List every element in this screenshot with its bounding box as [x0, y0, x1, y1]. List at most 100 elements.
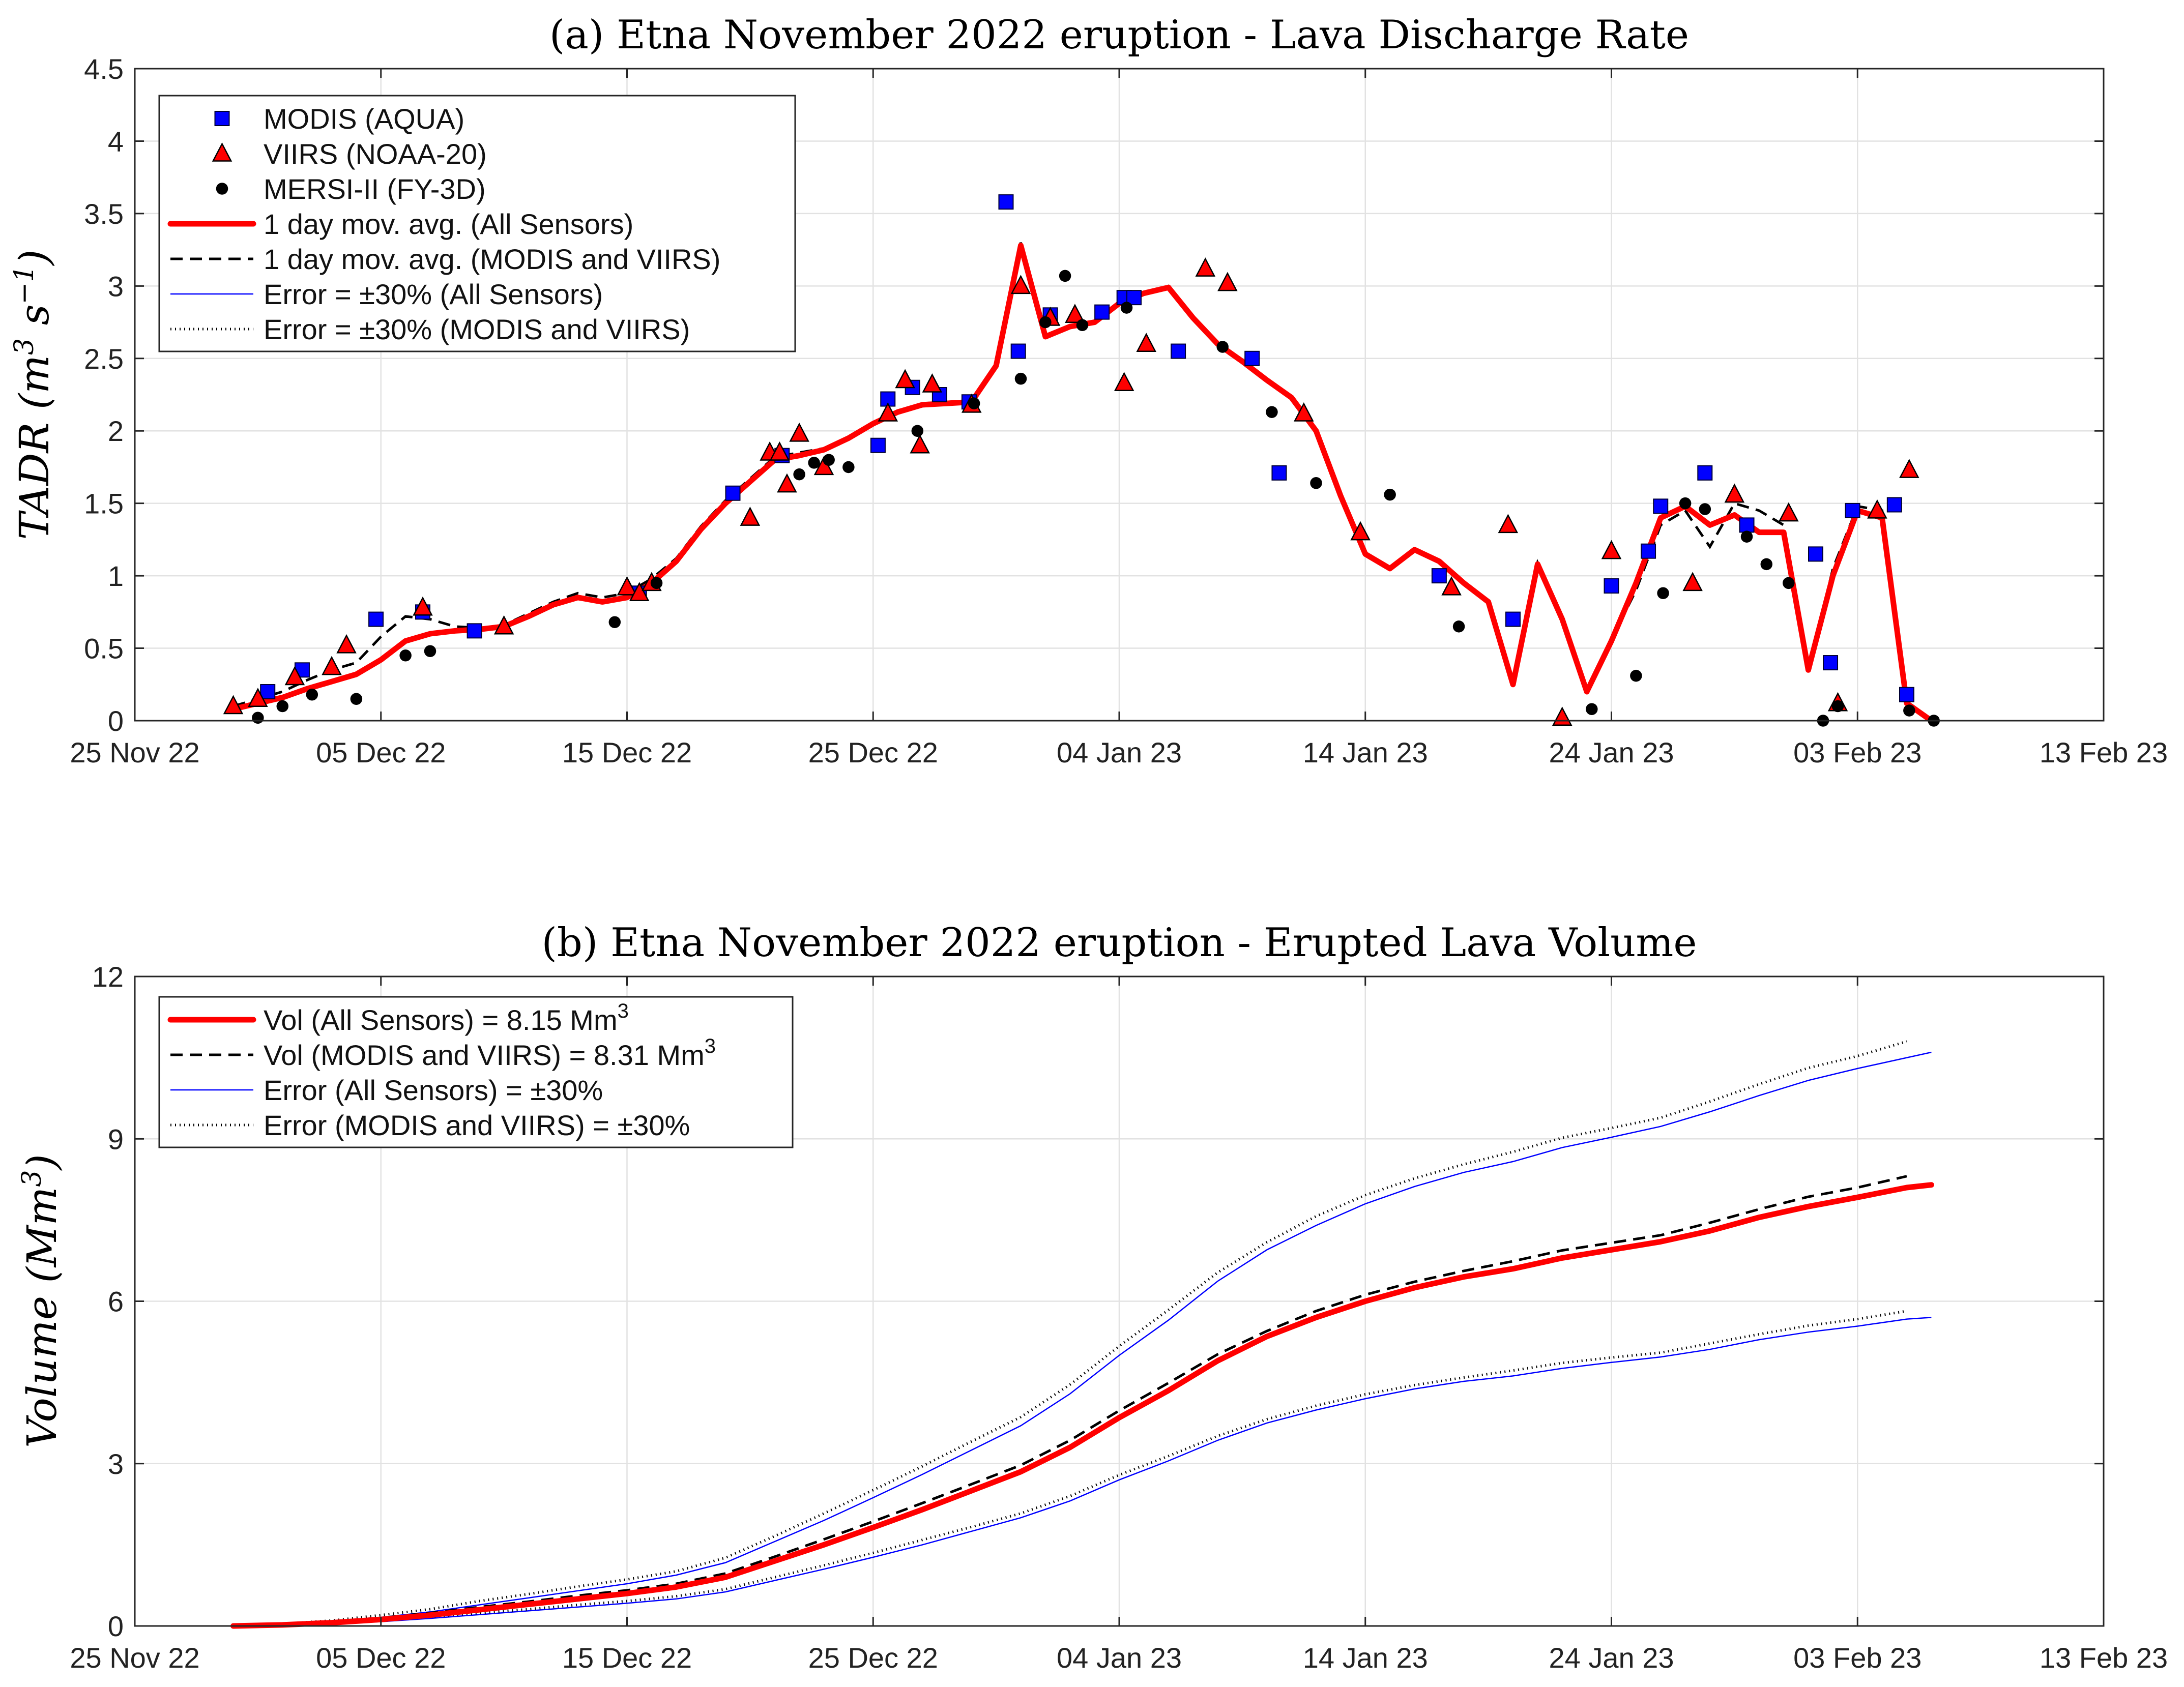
panel-b-ylabel: Volume (Mm3) — [17, 1154, 66, 1448]
panel-a-point-viirs-noaa-20 — [248, 688, 268, 707]
panel-b-xtick-label: 13 Feb 23 — [2040, 1642, 2168, 1674]
panel-b-ytick-label: 6 — [108, 1286, 124, 1318]
panel-a-point-viirs-noaa-20 — [1899, 459, 1919, 478]
panel-a-point-mersi-ii-fy-3d — [1216, 341, 1229, 353]
panel-a-point-mersi-ii-fy-3d — [1266, 406, 1278, 418]
panel-a-xtick-label: 13 Feb 23 — [2040, 736, 2168, 768]
panel-a-point-viirs-noaa-20 — [629, 582, 650, 602]
panel-b-xtick-label: 25 Dec 22 — [808, 1642, 938, 1674]
panel-a-point-mersi-ii-fy-3d — [650, 577, 663, 589]
panel-a-point-viirs-noaa-20 — [493, 615, 514, 635]
panel-a-point-mersi-ii-fy-3d — [1699, 503, 1711, 515]
panel-b-xtick-label: 14 Jan 23 — [1303, 1642, 1428, 1674]
panel-a-point-mersi-ii-fy-3d — [1076, 319, 1089, 332]
panel-a-legend-label: VIIRS (NOAA-20) — [264, 138, 487, 170]
panel-a-point-mersi-ii-fy-3d — [1059, 270, 1071, 282]
panel-a-point-viirs-noaa-20 — [617, 576, 637, 596]
panel-a-ytick-label: 0 — [108, 705, 124, 737]
panel-b-legend-label: Error (All Sensors) = ±30% — [264, 1074, 603, 1106]
panel-a-point-viirs-noaa-20 — [1136, 333, 1156, 352]
panel-a-point-modis-aqua — [1271, 465, 1287, 481]
panel-a-legend-label: MODIS (AQUA) — [264, 103, 464, 135]
panel-b-ytick-label: 12 — [92, 961, 124, 993]
panel-a-point-viirs-noaa-20 — [1294, 402, 1314, 422]
panel-a-xtick-label: 03 Feb 23 — [1793, 736, 1921, 768]
panel-a-xtick-label: 25 Nov 22 — [70, 736, 199, 768]
panel-b-ticks: 25 Nov 22 05 Dec 22 15 Dec 22 25 Dec 22 04 J… — [70, 961, 2168, 1674]
panel-a-series — [223, 194, 1940, 727]
panel-a-point-modis-aqua — [870, 437, 886, 453]
panel-b-xtick-label: 15 Dec 22 — [562, 1642, 692, 1674]
panel-a-legend-label: Error = ±30% (MODIS and VIIRS) — [264, 313, 690, 345]
panel-a-point-mersi-ii-fy-3d — [276, 700, 289, 713]
panel-b-ytick-label: 9 — [108, 1123, 124, 1155]
panel-a-point-modis-aqua — [1094, 304, 1110, 320]
panel-a-point-mersi-ii-fy-3d — [1120, 302, 1133, 314]
panel-a-point-modis-aqua — [1845, 502, 1860, 518]
panel-b-legend-label: Vol (All Sensors) = 8.15 Mm3 — [264, 1000, 629, 1036]
panel-a-ytick-label: 4.5 — [84, 53, 124, 85]
panel-a-ytick-label: 2 — [108, 415, 124, 447]
panel-a-point-viirs-noaa-20 — [740, 507, 761, 526]
panel-a-point-mersi-ii-fy-3d — [1740, 530, 1753, 543]
panel-a-ytick-label: 4 — [108, 125, 124, 157]
panel-a-xtick-label: 05 Dec 22 — [316, 736, 446, 768]
panel-a-ytick-label: 1 — [108, 560, 124, 592]
panel-a-point-mersi-ii-fy-3d — [1783, 577, 1795, 589]
panel-a-point-modis-aqua — [1641, 543, 1656, 559]
panel-a-point-viirs-noaa-20 — [1114, 372, 1134, 391]
panel-b-line-error-all-sensors-lower — [233, 1317, 1932, 1627]
panel-a-ytick-label: 3.5 — [84, 198, 124, 230]
panel-b-xtick-label: 24 Jan 23 — [1549, 1642, 1674, 1674]
panel-a-point-mersi-ii-fy-3d — [1384, 488, 1396, 501]
panel-a-legend-swatch-circle — [216, 183, 228, 195]
panel-a-point-mersi-ii-fy-3d — [399, 649, 412, 662]
panel-a-legend: MODIS (AQUA)VIIRS (NOAA-20)MERSI-II (FY-… — [158, 95, 796, 352]
panel-a-point-viirs-noaa-20 — [1779, 502, 1799, 522]
panel-b-ytick-label: 3 — [108, 1448, 124, 1480]
panel-a-point-viirs-noaa-20 — [223, 695, 244, 715]
panel-a-legend-swatch-triangle — [212, 142, 232, 162]
panel-a-point-viirs-noaa-20 — [336, 634, 357, 654]
panel-a-point-viirs-noaa-20 — [1601, 540, 1622, 559]
panel-a-point-mersi-ii-fy-3d — [1039, 316, 1052, 329]
panel-a-xtick-label: 24 Jan 23 — [1549, 736, 1674, 768]
panel-a-ylabel: TADR (m3 s−1) — [9, 249, 58, 540]
panel-a-legend-label: 1 day mov. avg. (All Sensors) — [264, 208, 633, 240]
panel-b-ytick-label: 0 — [108, 1610, 124, 1642]
panel-a-point-viirs-noaa-20 — [895, 369, 915, 389]
panel-b-xtick-label: 03 Feb 23 — [1793, 1642, 1921, 1674]
panel-a-point-mersi-ii-fy-3d — [793, 468, 805, 481]
panel-a-point-modis-aqua — [260, 684, 276, 700]
panel-a-xtick-label: 04 Jan 23 — [1057, 736, 1182, 768]
panel-a-point-modis-aqua — [1244, 350, 1260, 366]
panel-a-point-viirs-noaa-20 — [777, 473, 797, 493]
panel-a-point-viirs-noaa-20 — [1195, 257, 1216, 277]
panel-a-point-mersi-ii-fy-3d — [823, 454, 835, 466]
panel-a-point-modis-aqua — [1808, 546, 1824, 562]
panel-a-legend-box — [158, 95, 796, 352]
panel-a-point-viirs-noaa-20 — [789, 422, 809, 442]
panel-b-line-error-all-sensors-upper — [233, 1051, 1932, 1627]
panel-a-legend-label: 1 day mov. avg. (MODIS and VIIRS) — [264, 243, 720, 275]
panel-a-point-modis-aqua — [725, 485, 741, 501]
panel-a-point-viirs-noaa-20 — [1724, 483, 1745, 503]
panel-a-point-viirs-noaa-20 — [1010, 275, 1031, 294]
panel-b-xtick-label: 05 Dec 22 — [316, 1642, 446, 1674]
panel-b-line-vol-all-sensors — [230, 1182, 1934, 1629]
panel-a-point-mersi-ii-fy-3d — [1903, 704, 1915, 717]
panel-a-point-modis-aqua — [1171, 343, 1186, 359]
panel-a-point-viirs-noaa-20 — [284, 666, 305, 686]
panel-b-legend-box — [158, 996, 794, 1148]
panel-a-ytick-label: 2.5 — [84, 343, 124, 375]
panel-a-xtick-label: 15 Dec 22 — [562, 736, 692, 768]
panel-a-point-mersi-ii-fy-3d — [842, 461, 855, 473]
panel-a-point-mersi-ii-fy-3d — [1014, 372, 1027, 385]
panel-a-point-modis-aqua — [1697, 465, 1713, 481]
panel-a-point-modis-aqua — [1604, 578, 1619, 594]
panel-a-point-mersi-ii-fy-3d — [306, 688, 318, 701]
panel-a-point-modis-aqua — [1886, 497, 1902, 513]
panel-a-point-mersi-ii-fy-3d — [808, 457, 820, 469]
